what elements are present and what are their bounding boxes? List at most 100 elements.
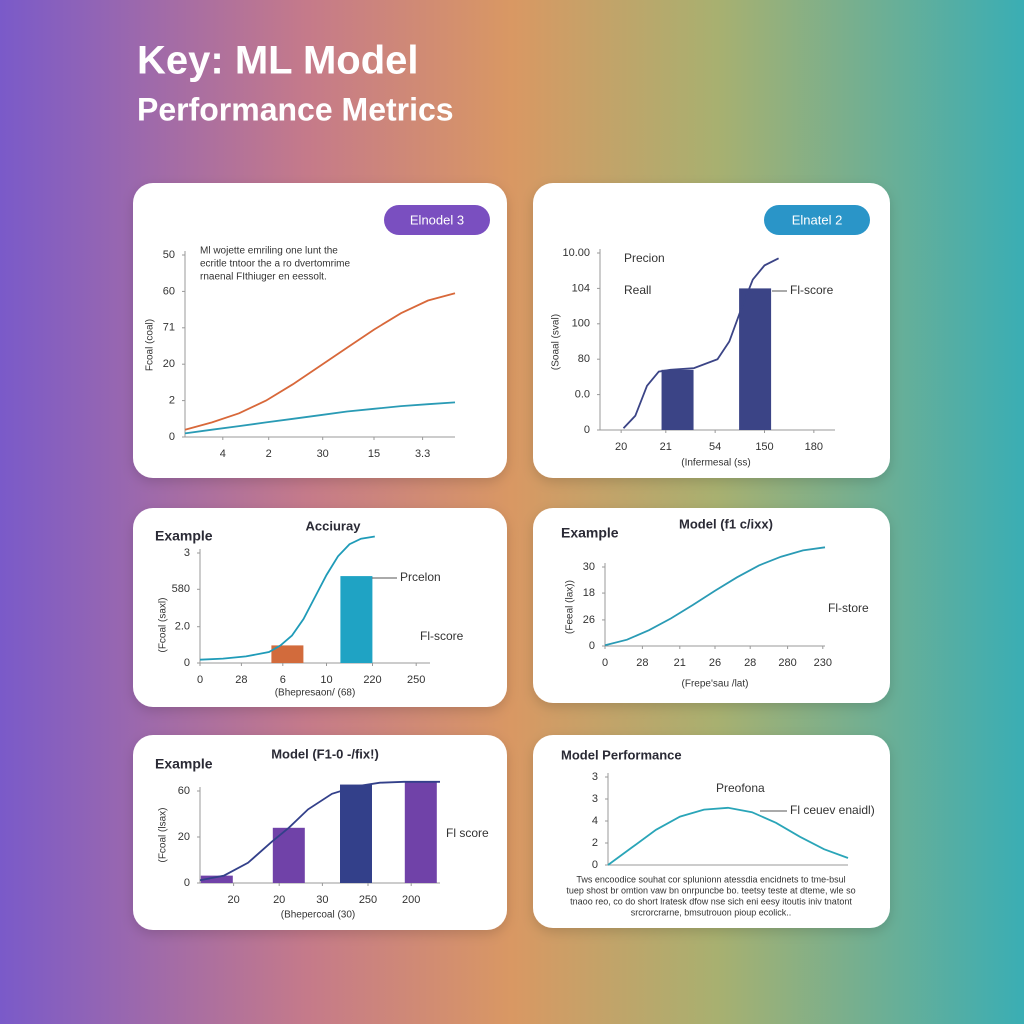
x-tick-label: 30 bbox=[316, 894, 328, 906]
y-tick-label: 0 bbox=[589, 640, 595, 652]
x-axis-label: (Infermesal (ss) bbox=[681, 458, 750, 469]
x-axis-label: (Bhepresaon/ (68) bbox=[275, 688, 356, 699]
line-series bbox=[199, 780, 440, 882]
x-tick-label: 54 bbox=[709, 441, 721, 453]
annotation: Preofona bbox=[716, 781, 765, 795]
note-line: tuep shost br omtion vaw bn onrpuncbe bo… bbox=[566, 885, 855, 895]
x-tick-label: 20 bbox=[615, 441, 627, 453]
y-axis-label: Fcoal (coal) bbox=[145, 319, 156, 371]
x-tick-label: 0 bbox=[197, 674, 203, 686]
line-series bbox=[607, 806, 849, 866]
y-tick-label: 0 bbox=[592, 859, 598, 871]
y-tick-label: 100 bbox=[572, 318, 590, 330]
y-tick-label: 0 bbox=[184, 877, 190, 889]
bar bbox=[271, 645, 304, 663]
y-tick-label: 60 bbox=[178, 785, 190, 797]
note-line: Ml wojette emriling one lunt the bbox=[200, 246, 338, 257]
card bbox=[133, 508, 507, 707]
x-tick-label: 230 bbox=[814, 657, 832, 669]
note-line: ecritle tntoor the a ro dvertomrime bbox=[200, 259, 350, 270]
line-series bbox=[184, 401, 456, 435]
note-line: srcrorcrarne, bmsutrouon pioup ecolick.. bbox=[631, 907, 792, 917]
note-line: tnaoo reo, co do short lratesk dfow nse … bbox=[570, 896, 852, 906]
page-subtitle: Performance Metrics bbox=[137, 91, 454, 127]
badge bbox=[384, 205, 490, 235]
y-tick-label: 26 bbox=[583, 614, 595, 626]
y-tick-label: 20 bbox=[163, 358, 175, 370]
y-tick-label: 10.00 bbox=[562, 247, 590, 259]
bar bbox=[404, 781, 437, 883]
bar bbox=[739, 288, 772, 430]
annotation: Fl score bbox=[446, 826, 489, 840]
x-tick-label: 30 bbox=[317, 448, 329, 460]
badge-label: Elnodel 3 bbox=[410, 212, 464, 227]
x-tick-label: 250 bbox=[407, 674, 425, 686]
y-tick-label: 71 bbox=[163, 322, 175, 334]
y-tick-label: 580 bbox=[172, 583, 190, 595]
chart-title: Acciuray bbox=[306, 518, 362, 533]
y-tick-label: 4 bbox=[592, 815, 598, 827]
line-series bbox=[199, 535, 375, 661]
y-axis-label: (Fcoal (lsax) bbox=[158, 807, 169, 862]
y-tick-label: 3 bbox=[592, 793, 598, 805]
annotation: Fl ceuev enaidl) bbox=[790, 803, 875, 817]
y-tick-label: 0 bbox=[169, 431, 175, 443]
y-tick-label: 80 bbox=[578, 353, 590, 365]
bar bbox=[340, 784, 372, 883]
y-tick-label: 0 bbox=[184, 657, 190, 669]
x-tick-label: 220 bbox=[363, 674, 381, 686]
note-line: Tws encoodice souhat cor splunionn atess… bbox=[576, 874, 845, 884]
annotation: Precion bbox=[624, 251, 665, 265]
annotation: Reall bbox=[624, 283, 651, 297]
y-tick-label: 2.0 bbox=[175, 621, 190, 633]
card bbox=[533, 183, 890, 478]
x-tick-label: 2 bbox=[266, 448, 272, 460]
x-tick-label: 20 bbox=[273, 894, 285, 906]
card-heading: Example bbox=[155, 756, 213, 772]
badge-label: Elnatel 2 bbox=[792, 212, 843, 227]
x-tick-label: 26 bbox=[709, 657, 721, 669]
y-axis-label: (Fcoal (saxl) bbox=[158, 597, 169, 652]
x-tick-label: 6 bbox=[280, 674, 286, 686]
y-tick-label: 18 bbox=[583, 587, 595, 599]
y-tick-label: 3 bbox=[184, 547, 190, 559]
x-tick-label: 200 bbox=[402, 894, 420, 906]
y-tick-label: 104 bbox=[572, 282, 590, 294]
y-tick-label: 0.0 bbox=[575, 389, 590, 401]
annotation: Fl-score bbox=[790, 283, 834, 297]
annotation: Fl-store bbox=[828, 601, 869, 615]
chart-title: Model (f1 c/ixx) bbox=[679, 516, 773, 531]
y-tick-label: 50 bbox=[163, 249, 175, 261]
x-tick-label: 15 bbox=[368, 448, 380, 460]
y-axis-label: (Feeal (lax)) bbox=[565, 580, 576, 634]
annotation: Fl-score bbox=[420, 629, 464, 643]
annotation: Prcelon bbox=[400, 570, 441, 584]
y-tick-label: 0 bbox=[584, 424, 590, 436]
bar bbox=[661, 369, 694, 430]
x-tick-label: 180 bbox=[805, 441, 823, 453]
x-tick-label: 10 bbox=[320, 674, 332, 686]
y-tick-label: 60 bbox=[163, 285, 175, 297]
x-tick-label: 250 bbox=[359, 894, 377, 906]
x-tick-label: 28 bbox=[235, 674, 247, 686]
x-tick-label: 28 bbox=[636, 657, 648, 669]
line-series bbox=[184, 292, 456, 431]
y-tick-label: 2 bbox=[169, 395, 175, 407]
y-tick-label: 2 bbox=[592, 837, 598, 849]
y-tick-label: 20 bbox=[178, 831, 190, 843]
line-series bbox=[604, 546, 826, 647]
card-heading: Example bbox=[155, 528, 213, 544]
x-axis-label: (Frepe'sau /lat) bbox=[682, 679, 749, 690]
line-series bbox=[622, 257, 780, 429]
x-tick-label: 4 bbox=[220, 448, 226, 460]
x-tick-label: 28 bbox=[744, 657, 756, 669]
x-tick-label: 0 bbox=[602, 657, 608, 669]
y-axis-label: (Soaal (sval) bbox=[551, 314, 562, 370]
chart-title: Model (F1-0 -/fix!) bbox=[271, 746, 379, 761]
card bbox=[533, 508, 890, 703]
y-tick-label: 30 bbox=[583, 561, 595, 573]
card bbox=[533, 735, 890, 928]
